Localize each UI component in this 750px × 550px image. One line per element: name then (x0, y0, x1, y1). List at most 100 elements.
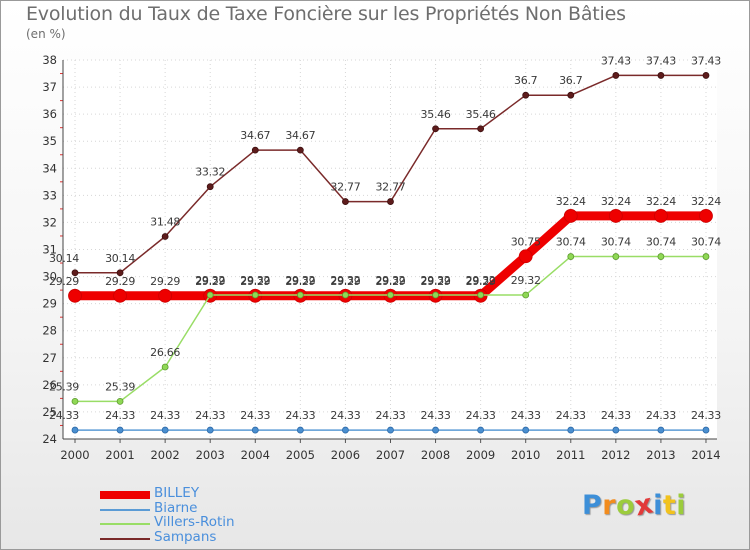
legend-swatch-villers-rotin (100, 523, 150, 525)
data-label-billey: 29.29 (49, 275, 79, 288)
data-label-biarne: 24.33 (646, 409, 676, 422)
logo-letter: i (653, 490, 663, 521)
point-sampans (612, 72, 620, 79)
data-label-biarne: 24.33 (330, 409, 360, 422)
data-label-billey: 29.29 (330, 275, 360, 288)
point-billey (563, 209, 578, 223)
point-sampans (206, 183, 214, 191)
legend-label-billey: BILLEY (154, 485, 200, 501)
point-sampans (477, 125, 485, 133)
y-tick-label: 38 (42, 53, 57, 67)
point-villers-rotin (116, 397, 124, 405)
point-sampans (161, 233, 169, 240)
legend-item-villers-rotin: Villers-Rotin (100, 514, 300, 531)
y-tick-label: 25 (42, 405, 57, 419)
point-biarne (702, 426, 710, 434)
data-label-sampans: 35.46 (421, 108, 451, 121)
point-villers-rotin (522, 291, 530, 299)
data-label-billey: 29.29 (285, 275, 315, 288)
point-villers-rotin (477, 291, 485, 299)
legend-label-sampans: Sampans (154, 528, 217, 545)
data-label-villers-rotin: 30.74 (691, 236, 721, 249)
data-label-billey: 32.24 (646, 195, 676, 208)
point-villers-rotin (387, 291, 394, 299)
x-tick-label: 2014 (691, 448, 720, 462)
point-biarne (251, 426, 259, 434)
x-tick-label: 2000 (60, 448, 89, 462)
data-label-villers-rotin: 29.32 (421, 274, 451, 287)
data-label-biarne: 24.33 (285, 409, 315, 422)
data-label-villers-rotin: 25.39 (49, 380, 79, 393)
data-label-biarne: 24.33 (195, 409, 225, 422)
point-villers-rotin (251, 291, 259, 299)
data-label-villers-rotin: 29.32 (285, 274, 315, 287)
x-tick-label: 2013 (646, 448, 675, 462)
point-biarne (657, 426, 665, 434)
point-villers-rotin (71, 397, 79, 405)
data-label-biarne: 24.33 (150, 409, 180, 422)
x-tick-label: 2011 (556, 448, 585, 462)
legend: BILLEY Biarne Villers-Rotin Sampans (100, 485, 300, 546)
point-sampans (251, 146, 259, 154)
data-label-villers-rotin: 29.32 (375, 274, 405, 287)
data-label-billey: 29.29 (150, 275, 180, 288)
point-villers-rotin (432, 291, 439, 299)
data-label-villers-rotin: 30.74 (601, 236, 631, 249)
point-biarne (161, 426, 169, 434)
data-label-biarne: 24.33 (691, 409, 721, 422)
y-tick-label: 29 (42, 297, 57, 311)
data-label-biarne: 24.33 (511, 409, 541, 422)
data-label-billey: 29.29 (421, 275, 451, 288)
x-tick-label: 2007 (376, 448, 405, 462)
x-tick-label: 2002 (150, 448, 179, 462)
x-tick-label: 2005 (286, 448, 315, 462)
data-label-villers-rotin: 29.32 (466, 274, 496, 287)
point-sampans (387, 198, 394, 205)
y-tick-label: 36 (42, 107, 57, 121)
y-tick-label: 24 (42, 432, 57, 446)
data-label-sampans: 37.43 (691, 54, 721, 67)
point-sampans (657, 72, 665, 79)
legend-item-sampans: Sampans (100, 528, 300, 546)
x-tick-label: 2004 (241, 448, 270, 462)
point-sampans (702, 72, 710, 79)
logo-letter: i (676, 490, 687, 521)
data-label-sampans: 37.43 (601, 54, 631, 67)
data-label-billey: 29.29 (240, 275, 270, 288)
y-tick-label: 26 (42, 378, 57, 392)
data-label-biarne: 24.33 (375, 409, 405, 422)
data-label-sampans: 30.14 (49, 252, 79, 265)
y-tick-label: 34 (42, 161, 57, 175)
chart-subtitle: (en %) (26, 27, 66, 41)
point-biarne (71, 426, 79, 434)
point-billey (113, 288, 127, 303)
data-label-sampans: 32.77 (375, 181, 405, 194)
x-tick-label: 2009 (466, 448, 495, 462)
x-tick-label: 2008 (421, 448, 450, 462)
legend-swatch-sampans (100, 537, 150, 540)
point-biarne (522, 426, 530, 434)
point-villers-rotin (296, 291, 304, 299)
data-label-villers-rotin: 29.32 (511, 274, 541, 287)
data-label-sampans: 35.46 (466, 108, 496, 121)
data-label-biarne: 24.33 (49, 409, 79, 422)
point-villers-rotin (657, 253, 665, 260)
point-sampans (296, 146, 304, 154)
point-billey (654, 209, 668, 223)
legend-item-billey: BILLEY (100, 485, 300, 502)
point-biarne (612, 426, 620, 434)
proxiti-logo: Proxiti (582, 488, 687, 522)
data-label-billey: 29.29 (195, 275, 225, 288)
data-label-biarne: 24.33 (105, 409, 135, 422)
data-label-biarne: 24.33 (240, 409, 270, 422)
y-tick-label: 28 (42, 324, 57, 338)
data-label-sampans: 30.14 (105, 252, 135, 265)
data-label-sampans: 34.67 (240, 129, 270, 142)
point-biarne (567, 426, 575, 434)
x-tick-label: 2010 (511, 448, 540, 462)
data-label-villers-rotin: 29.32 (195, 274, 225, 287)
point-billey (518, 249, 533, 264)
data-label-biarne: 24.33 (421, 409, 451, 422)
y-tick-label: 30 (42, 270, 57, 284)
